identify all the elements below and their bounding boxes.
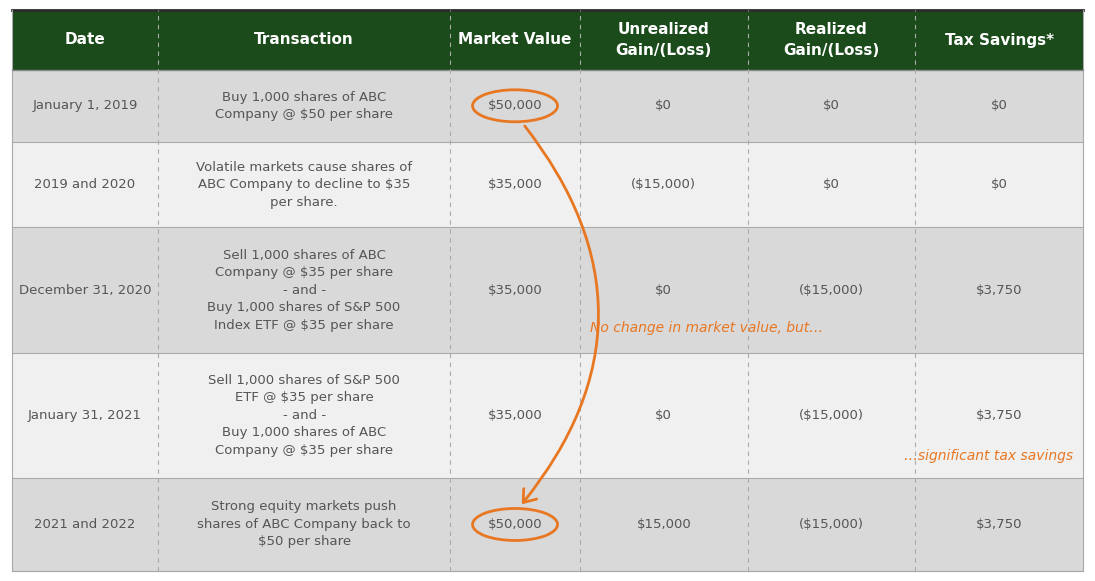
Text: Volatile markets cause shares of
ABC Company to decline to $35
per share.: Volatile markets cause shares of ABC Com…	[196, 160, 412, 209]
Bar	[12, 478, 1083, 571]
Text: $3,750: $3,750	[976, 409, 1023, 422]
Text: ($15,000): ($15,000)	[799, 518, 864, 531]
FancyArrowPatch shape	[523, 126, 599, 503]
Text: …significant tax savings: …significant tax savings	[903, 449, 1073, 463]
Text: Sell 1,000 shares of S&P 500
ETF @ $35 per share
- and -
Buy 1,000 shares of ABC: Sell 1,000 shares of S&P 500 ETF @ $35 p…	[208, 374, 400, 457]
Text: Market Value: Market Value	[459, 33, 572, 48]
Text: 2019 and 2020: 2019 and 2020	[34, 178, 136, 191]
Text: $0: $0	[656, 284, 672, 296]
Text: Buy 1,000 shares of ABC
Company @ $50 per share: Buy 1,000 shares of ABC Company @ $50 pe…	[215, 91, 393, 121]
Text: $15,000: $15,000	[636, 518, 691, 531]
Text: $35,000: $35,000	[487, 178, 542, 191]
Text: Strong equity markets push
shares of ABC Company back to
$50 per share: Strong equity markets push shares of ABC…	[197, 500, 411, 548]
Text: $0: $0	[656, 99, 672, 112]
Text: 2021 and 2022: 2021 and 2022	[34, 518, 136, 531]
Text: $0: $0	[656, 409, 672, 422]
Text: Unrealized
Gain/(Loss): Unrealized Gain/(Loss)	[615, 22, 712, 58]
Text: No change in market value, but…: No change in market value, but…	[590, 321, 823, 335]
Text: $50,000: $50,000	[487, 518, 542, 531]
Text: $35,000: $35,000	[487, 409, 542, 422]
Text: $3,750: $3,750	[976, 284, 1023, 296]
Text: ($15,000): ($15,000)	[632, 178, 696, 191]
Text: $3,750: $3,750	[976, 518, 1023, 531]
Text: $0: $0	[823, 178, 840, 191]
Text: $50,000: $50,000	[487, 99, 542, 112]
Text: Date: Date	[65, 33, 105, 48]
Bar	[12, 10, 1083, 70]
Bar	[12, 142, 1083, 227]
Text: $0: $0	[991, 99, 1007, 112]
Text: $35,000: $35,000	[487, 284, 542, 296]
Text: Sell 1,000 shares of ABC
Company @ $35 per share
- and -
Buy 1,000 shares of S&P: Sell 1,000 shares of ABC Company @ $35 p…	[207, 249, 401, 332]
Text: ($15,000): ($15,000)	[799, 409, 864, 422]
Bar	[12, 70, 1083, 142]
Bar	[12, 227, 1083, 353]
Text: ($15,000): ($15,000)	[799, 284, 864, 296]
Bar	[12, 353, 1083, 478]
Text: Transaction: Transaction	[254, 33, 354, 48]
Text: January 1, 2019: January 1, 2019	[33, 99, 138, 112]
Text: Realized
Gain/(Loss): Realized Gain/(Loss)	[783, 22, 879, 58]
Text: December 31, 2020: December 31, 2020	[19, 284, 151, 296]
Text: January 31, 2021: January 31, 2021	[28, 409, 142, 422]
Text: $0: $0	[823, 99, 840, 112]
Text: Tax Savings*: Tax Savings*	[945, 33, 1053, 48]
Text: $0: $0	[991, 178, 1007, 191]
